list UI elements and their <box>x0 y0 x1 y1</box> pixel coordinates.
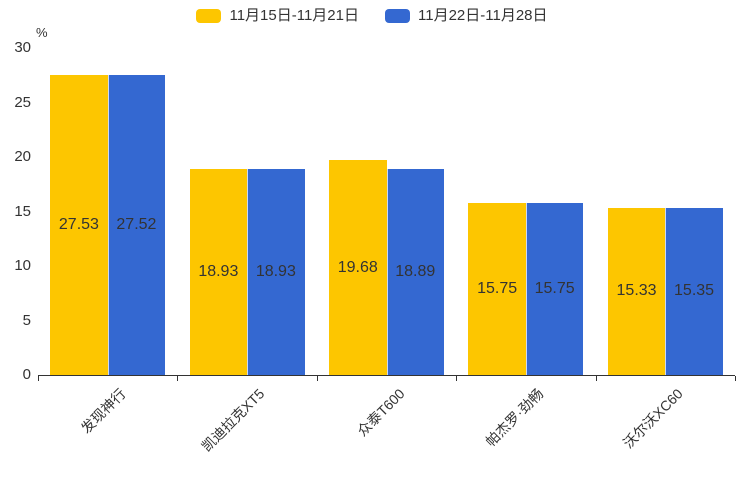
category-label-4: 沃尔沃XC60 <box>620 385 687 452</box>
legend-swatch-week2-icon <box>385 9 410 23</box>
bar-s0-c4[interactable] <box>607 207 666 375</box>
bar-value-label: 27.53 <box>58 215 99 233</box>
y-tick-label: 0 <box>22 366 31 383</box>
category-label-1: 凯迪拉克XT5 <box>198 385 268 455</box>
y-tick-label: 15 <box>14 202 31 220</box>
legend-swatch-week1-icon <box>196 9 222 23</box>
bar-value-label: 18.93 <box>198 262 239 280</box>
bar-s1-c0[interactable] <box>107 75 166 375</box>
legend-item-week1[interactable]: 11月15日-11月21日 <box>196 7 359 25</box>
x-axis-line <box>38 375 735 376</box>
bar-value-label: 15.33 <box>616 282 657 300</box>
x-tick-mark <box>456 376 458 381</box>
bar-value-label: 19.68 <box>337 258 378 276</box>
bar-value-label: 15.75 <box>477 280 518 298</box>
legend-label-week2: 11月22日-11月28日 <box>418 7 548 24</box>
bar-s1-c1[interactable] <box>247 168 305 375</box>
legend-item-week2[interactable]: 11月22日-11月28日 <box>385 7 548 25</box>
x-tick-mark <box>595 376 597 381</box>
bar-value-label: 18.89 <box>395 263 436 281</box>
x-tick-mark <box>177 376 179 381</box>
y-tick-label: 10 <box>14 257 31 274</box>
bar-s0-c3[interactable] <box>468 203 526 375</box>
bar-value-label: 15.35 <box>674 282 715 300</box>
bar-s0-c2[interactable] <box>329 160 387 375</box>
category-label-2: 众泰T600 <box>353 385 408 440</box>
y-tick-label: 25 <box>14 93 31 111</box>
y-tick-label: 5 <box>22 311 31 329</box>
bar-s1-c2[interactable] <box>386 169 444 375</box>
x-tick-mark <box>735 376 736 381</box>
bar-value-label: 15.75 <box>534 280 575 298</box>
y-tick-label: 30 <box>14 39 31 56</box>
bar-value-label: 27.52 <box>116 216 157 234</box>
y-tick-label: 20 <box>14 148 31 165</box>
legend-label-week1: 11月15日-11月21日 <box>229 7 359 24</box>
category-label-0: 发现神行 <box>77 385 129 437</box>
category-label-3: 帕杰罗·劲畅 <box>482 385 547 450</box>
bar-s0-c1[interactable] <box>189 168 248 375</box>
bar-value-label: 18.93 <box>255 262 296 280</box>
y-axis-unit-label: % <box>36 25 48 40</box>
x-tick-mark <box>38 376 39 381</box>
bar-s1-c4[interactable] <box>665 207 723 375</box>
legend: 11月15日-11月21日 11月22日-11月28日 <box>0 7 744 25</box>
bar-s1-c3[interactable] <box>525 203 584 375</box>
x-tick-mark <box>316 376 318 381</box>
bar-s0-c0[interactable] <box>50 74 108 375</box>
